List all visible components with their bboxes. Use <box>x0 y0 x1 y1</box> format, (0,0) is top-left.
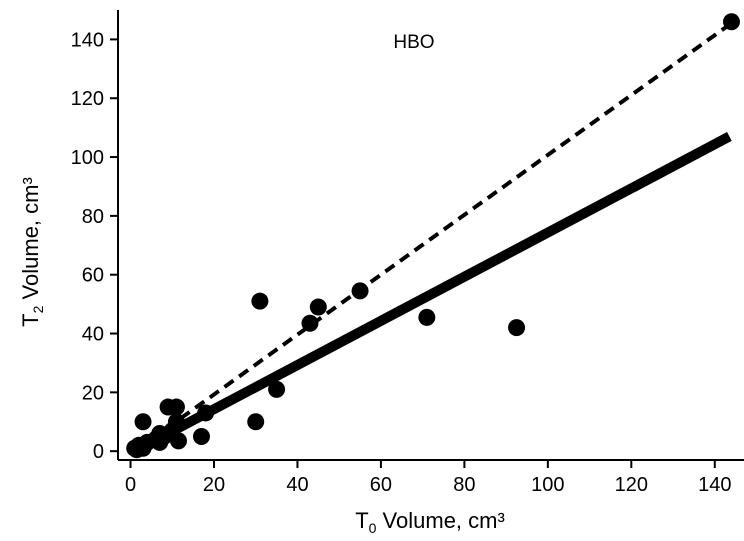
fit-lines <box>149 23 732 447</box>
x-tick-label: 80 <box>453 474 475 496</box>
solid-fit-line <box>149 132 732 447</box>
y-tick-label: 60 <box>82 265 104 287</box>
y-tick-label: 120 <box>71 88 104 110</box>
data-point <box>167 398 185 416</box>
plot-area <box>117 10 744 461</box>
data-point <box>251 292 269 310</box>
data-point <box>309 298 327 316</box>
data-point <box>170 432 188 450</box>
x-tick-label: 40 <box>286 474 308 496</box>
data-points <box>126 13 740 459</box>
x-axis-ticks: 0 20 40 60 80 100 120 140 <box>125 460 731 496</box>
data-point <box>167 413 185 431</box>
data-point <box>268 380 286 398</box>
x-tick-label: 60 <box>370 474 392 496</box>
x-axis-title: T0 Volume, cm³ <box>355 508 505 536</box>
data-point <box>301 314 319 332</box>
data-point <box>197 404 215 422</box>
y-tick-label: 80 <box>82 206 104 228</box>
data-point <box>722 13 740 31</box>
data-point <box>418 308 436 326</box>
y-tick-label: 20 <box>82 382 104 404</box>
y-tick-label: 140 <box>71 29 104 51</box>
data-point <box>134 413 152 431</box>
x-tick-label: 0 <box>125 474 136 496</box>
chart-annotation: HBO <box>393 32 434 53</box>
dashed-fit-line <box>150 23 731 442</box>
data-point <box>192 427 210 445</box>
x-tick-label: 100 <box>531 474 564 496</box>
y-tick-label: 0 <box>93 441 104 463</box>
x-tick-label: 120 <box>615 474 648 496</box>
x-tick-label: 20 <box>203 474 225 496</box>
x-tick-label: 140 <box>698 474 731 496</box>
y-axis-ticks: 0 20 40 60 80 100 120 140 <box>71 29 118 463</box>
y-tick-label: 40 <box>82 324 104 346</box>
y-tick-label: 100 <box>71 147 104 169</box>
data-point <box>508 319 526 337</box>
data-point <box>351 282 369 300</box>
data-point <box>247 413 265 431</box>
y-axis-title: T2 Volume, cm³ <box>18 177 46 327</box>
